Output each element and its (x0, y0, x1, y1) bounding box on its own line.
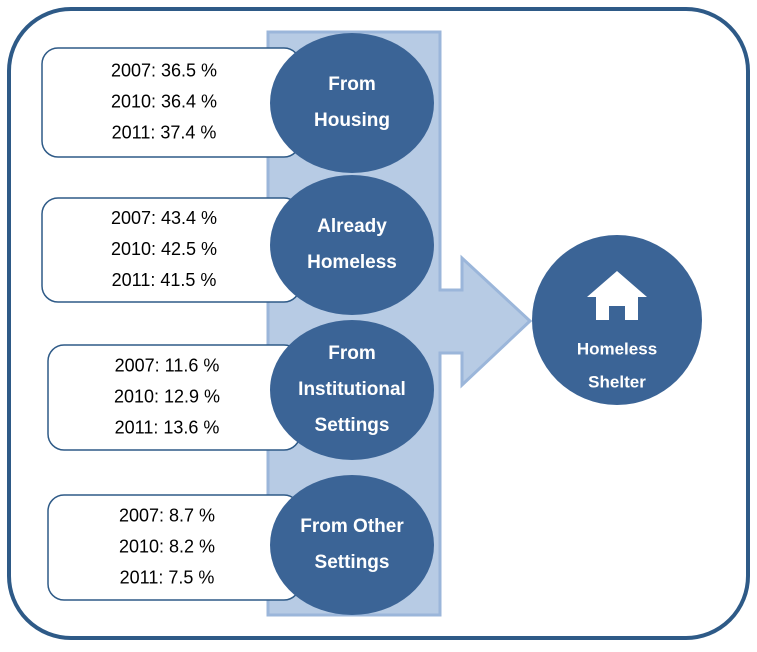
stat-line: 2010: 36.4 % (111, 91, 217, 111)
source-circle (270, 33, 434, 173)
target-label: Homeless Shelter (577, 339, 657, 391)
source-label: From (328, 343, 376, 364)
stat-line: 2007: 11.6 % (115, 355, 220, 375)
source-label: From (328, 74, 376, 95)
stat-line: 2010: 42.5 % (111, 239, 217, 259)
stat-line: 2010: 12.9 % (114, 386, 220, 406)
source-label: Settings (315, 415, 390, 436)
source-circle (270, 175, 434, 315)
stat-line: 2011: 7.5 % (120, 567, 215, 587)
source-group: 2007: 43.4 % 2010: 42.5 % 2011: 41.5 % Alre… (41, 175, 434, 315)
source-group: 2007: 8.7 % 2010: 8.2 % 2011: 7.5 % From Ot… (47, 475, 434, 615)
source-group: 2007: 11.6 % 2010: 12.9 % 2011: 13.6 % From… (47, 320, 434, 460)
stat-line: 2011: 13.6 % (115, 417, 220, 437)
source-label: Homeless (307, 252, 397, 273)
source-label: Already (317, 216, 387, 237)
groups: 2007: 36.5 % 2010: 36.4 % 2011: 37.4 % From… (41, 33, 434, 615)
stat-line: 2011: 37.4 % (112, 122, 217, 142)
stat-line: 2011: 41.5 % (112, 270, 217, 290)
source-group: 2007: 36.5 % 2010: 36.4 % 2011: 37.4 % From… (41, 33, 434, 173)
source-label: Institutional (298, 379, 406, 400)
stat-line: 2007: 8.7 % (119, 505, 215, 525)
source-label: Housing (314, 110, 390, 131)
stat-line: 2010: 8.2 % (119, 536, 215, 556)
source-circle (270, 475, 434, 615)
stat-line: 2007: 36.5 % (111, 60, 217, 80)
source-circle (270, 320, 434, 460)
stat-line: 2007: 43.4 % (111, 208, 217, 228)
shelter-label: Homeless (577, 339, 657, 358)
shelter-circle (532, 235, 702, 405)
source-label: Settings (315, 552, 390, 573)
house-icon (587, 271, 647, 320)
source-label: From Other (300, 516, 404, 537)
shelter-label: Shelter (588, 372, 646, 391)
